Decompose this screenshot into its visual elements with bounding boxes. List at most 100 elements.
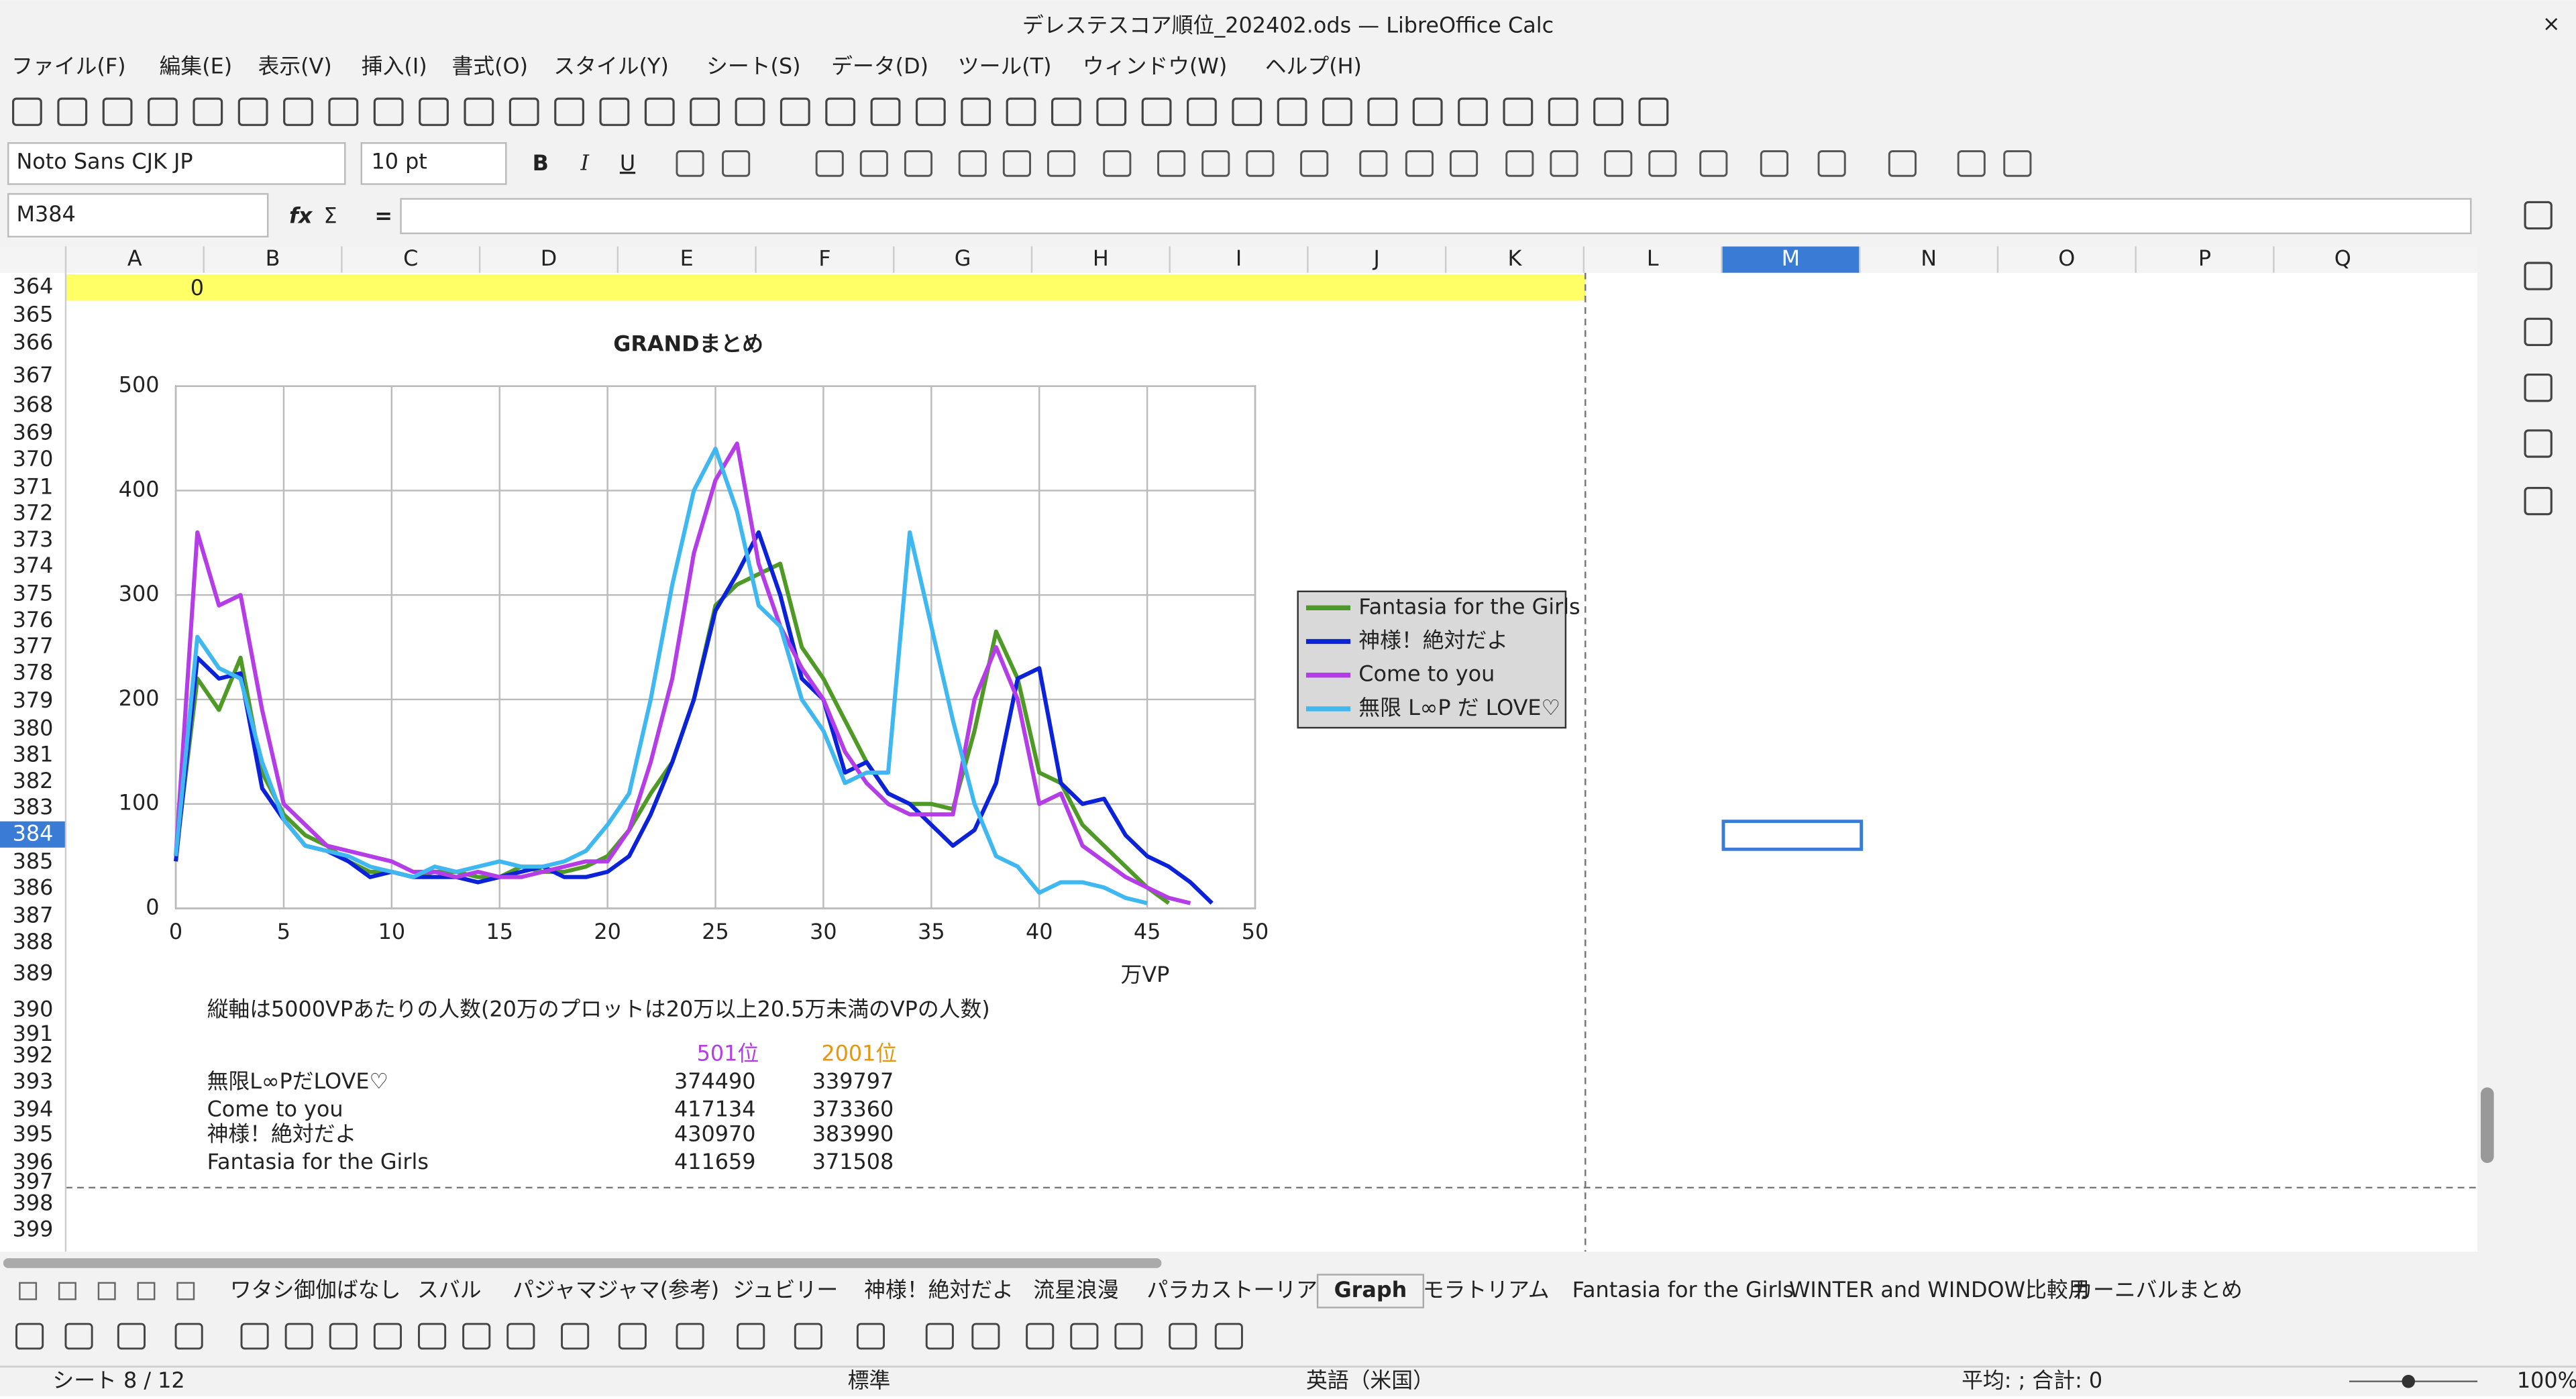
draw-tool[interactable] bbox=[373, 1323, 402, 1350]
underline-button[interactable]: U bbox=[620, 150, 635, 176]
row-header[interactable]: 364 bbox=[13, 274, 54, 299]
draw-tool[interactable] bbox=[117, 1323, 146, 1350]
toolbar-button[interactable] bbox=[1046, 150, 1076, 177]
toolbar-button[interactable] bbox=[57, 97, 88, 126]
draw-tool[interactable] bbox=[506, 1323, 535, 1350]
toolbar-button[interactable] bbox=[1505, 150, 1534, 177]
toolbar-button[interactable] bbox=[644, 97, 675, 126]
toolbar-button[interactable] bbox=[1957, 150, 1986, 177]
row-header[interactable]: 386 bbox=[13, 875, 54, 900]
toolbar-button[interactable] bbox=[1103, 150, 1132, 177]
row-header[interactable]: 375 bbox=[13, 581, 54, 606]
sheet-tab[interactable]: モラトリアム bbox=[1423, 1277, 1550, 1302]
row-header[interactable]: 397 bbox=[13, 1168, 54, 1194]
row-header[interactable]: 393 bbox=[13, 1068, 54, 1094]
menu-item[interactable]: スタイル(Y) bbox=[553, 54, 669, 79]
column-header[interactable]: Q bbox=[2334, 245, 2351, 271]
row-header[interactable]: 383 bbox=[13, 794, 54, 820]
row-header[interactable]: 366 bbox=[13, 329, 54, 355]
draw-tool[interactable] bbox=[618, 1323, 647, 1350]
name-box[interactable] bbox=[7, 192, 269, 238]
toolbar-button[interactable] bbox=[1503, 97, 1534, 126]
row-header[interactable]: 394 bbox=[13, 1097, 54, 1122]
toolbar-button[interactable] bbox=[1096, 97, 1127, 126]
toolbar-button[interactable] bbox=[859, 150, 888, 177]
row-header[interactable]: 373 bbox=[13, 526, 54, 552]
toolbar-button[interactable] bbox=[373, 97, 404, 126]
sheet-tab[interactable]: カーニバルまとめ bbox=[2072, 1277, 2243, 1302]
draw-tool[interactable] bbox=[561, 1323, 590, 1350]
sheet-tab[interactable]: ワタシ御伽ばなし bbox=[230, 1277, 401, 1302]
sheet-tab[interactable]: Graph bbox=[1334, 1277, 1407, 1302]
toolbar-button[interactable] bbox=[958, 150, 987, 177]
toolbar-button[interactable] bbox=[419, 97, 449, 126]
toolbar-button[interactable] bbox=[1187, 97, 1217, 126]
toolbar-button[interactable] bbox=[554, 97, 584, 126]
sheet-tab[interactable]: 流星浪漫 bbox=[1033, 1277, 1118, 1302]
toolbar-button[interactable] bbox=[1593, 97, 1623, 126]
toolbar-button[interactable] bbox=[1157, 150, 1186, 177]
formula-button[interactable]: = bbox=[374, 203, 392, 228]
toolbar-button[interactable] bbox=[2003, 150, 2032, 177]
font-box[interactable] bbox=[7, 142, 346, 185]
row-header[interactable]: 378 bbox=[13, 659, 54, 685]
column-header[interactable]: H bbox=[1093, 245, 1109, 271]
toolbar-button[interactable] bbox=[1006, 97, 1036, 126]
draw-tool[interactable] bbox=[1026, 1323, 1055, 1350]
tab-nav[interactable] bbox=[58, 1282, 76, 1300]
draw-tool[interactable] bbox=[1070, 1323, 1099, 1350]
column-header[interactable]: B bbox=[266, 245, 280, 271]
draw-tool[interactable] bbox=[284, 1323, 313, 1350]
row-header[interactable]: 390 bbox=[13, 996, 54, 1021]
toolbar-button[interactable] bbox=[722, 150, 751, 177]
toolbar-button[interactable] bbox=[1760, 150, 1788, 177]
tab-nav[interactable] bbox=[19, 1282, 38, 1300]
draw-tool[interactable] bbox=[462, 1323, 491, 1350]
toolbar-button[interactable] bbox=[780, 97, 810, 126]
toolbar-button[interactable] bbox=[1458, 97, 1488, 126]
function-wizard[interactable]: fx bbox=[289, 203, 313, 228]
toolbar-button[interactable] bbox=[102, 97, 133, 126]
row-header[interactable]: 368 bbox=[13, 392, 54, 417]
row-header[interactable]: 385 bbox=[13, 848, 54, 874]
toolbar-button[interactable] bbox=[915, 97, 946, 126]
toolbar-button[interactable] bbox=[1888, 150, 1917, 177]
draw-tool[interactable] bbox=[418, 1323, 447, 1350]
close-button[interactable]: × bbox=[2542, 11, 2561, 36]
toolbar-button[interactable] bbox=[193, 97, 223, 126]
h-scrollbar[interactable] bbox=[3, 1258, 1162, 1268]
toolbar-button[interactable] bbox=[1002, 150, 1031, 177]
toolbar-button[interactable] bbox=[1359, 150, 1388, 177]
toolbar-button[interactable] bbox=[283, 97, 313, 126]
toolbar-button[interactable] bbox=[1141, 97, 1172, 126]
v-scrollbar[interactable] bbox=[2480, 1087, 2494, 1164]
formula-input[interactable] bbox=[400, 198, 2472, 235]
menu-item[interactable]: シート(S) bbox=[706, 54, 801, 79]
toolbar-button[interactable] bbox=[815, 150, 844, 177]
draw-tool[interactable] bbox=[676, 1323, 704, 1350]
toolbar-button[interactable] bbox=[961, 97, 991, 126]
draw-tool[interactable] bbox=[64, 1323, 93, 1350]
size-box[interactable] bbox=[360, 142, 507, 185]
menu-item[interactable]: ヘルプ(H) bbox=[1265, 54, 1362, 79]
draw-tool[interactable] bbox=[925, 1323, 954, 1350]
toolbar-button[interactable] bbox=[1232, 97, 1263, 126]
row-header[interactable]: 387 bbox=[13, 903, 54, 928]
menu-item[interactable]: ツール(T) bbox=[958, 54, 1052, 79]
column-header[interactable]: L bbox=[1647, 245, 1659, 271]
sidebar-button[interactable] bbox=[2524, 486, 2553, 516]
zoom-thumb[interactable] bbox=[2402, 1374, 2415, 1388]
toolbar-button[interactable] bbox=[1550, 150, 1578, 177]
menu-item[interactable]: 書式(O) bbox=[451, 54, 528, 79]
font-size[interactable]: 10 pt bbox=[371, 149, 427, 174]
menu-item[interactable]: 挿入(I) bbox=[362, 54, 427, 79]
menu-item[interactable]: ファイル(F) bbox=[11, 54, 125, 79]
toolbar-button[interactable] bbox=[1648, 150, 1677, 177]
toolbar-button[interactable] bbox=[870, 97, 901, 126]
column-header[interactable]: A bbox=[127, 245, 142, 271]
draw-tool[interactable] bbox=[329, 1323, 358, 1350]
toolbar-button[interactable] bbox=[1405, 150, 1434, 177]
draw-tool[interactable] bbox=[971, 1323, 1000, 1350]
sidebar-button[interactable] bbox=[2524, 317, 2553, 347]
column-header[interactable]: J bbox=[1373, 245, 1380, 271]
